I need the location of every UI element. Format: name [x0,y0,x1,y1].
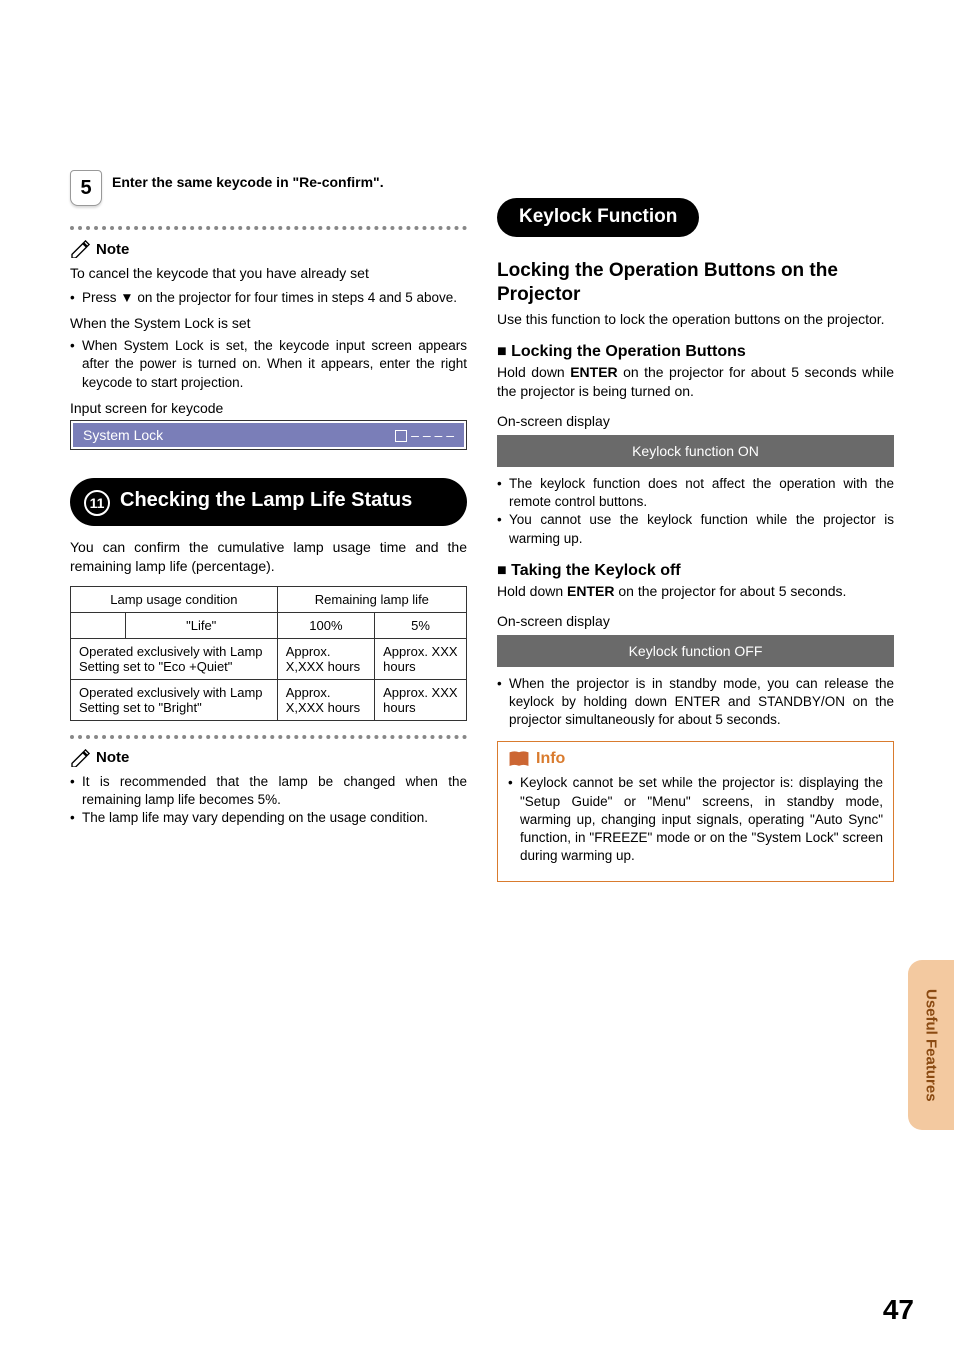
lamp-section-title: Checking the Lamp Life Status [120,488,412,512]
locking-ops-heading: Locking the Operation Buttons [497,343,894,361]
table-row: Operated exclusively with Lamp Setting s… [71,679,467,720]
list-item: When System Lock is set, the keycode inp… [70,337,467,392]
note-header-2: Note [70,749,467,767]
th-5: 5% [375,612,467,638]
step-number-badge: 5 [70,170,102,206]
td-100: Approx. X,XXX hours [277,679,374,720]
side-tab-useful-features: Useful Features [908,960,954,1130]
td-5: Approx. XXX hours [375,638,467,679]
th-usage: Lamp usage condition [71,586,278,612]
divider [70,735,467,739]
keylock-title: Keylock Function [519,206,677,227]
right-column: Keylock Function Locking the Operation B… [497,170,894,882]
note-label: Note [96,749,129,766]
left-column: 5 Enter the same keycode in "Re-confirm"… [70,170,467,882]
osd-label-2: On-screen display [497,613,894,629]
step-5: 5 Enter the same keycode in "Re-confirm"… [70,170,467,206]
th-remaining: Remaining lamp life [277,586,466,612]
osd-label-1: On-screen display [497,413,894,429]
lamp-life-table: Lamp usage condition Remaining lamp life… [70,586,467,721]
td-100: Approx. X,XXX hours [277,638,374,679]
info-label: Info [536,750,565,768]
td-5: Approx. XXX hours [375,679,467,720]
book-icon [508,750,530,768]
osd-keylock-on: Keylock function ON [497,435,894,467]
list-item: It is recommended that the lamp be chang… [70,773,467,809]
lamp-intro: You can confirm the cumulative lamp usag… [70,538,467,576]
note2-bullets: It is recommended that the lamp be chang… [70,773,467,828]
locking-intro: Use this function to lock the operation … [497,310,894,329]
note1-bullets-2: When System Lock is set, the keycode inp… [70,337,467,392]
list-item: The keylock function does not affect the… [497,475,894,511]
info-box: Info Keylock cannot be set while the pro… [497,741,894,882]
keylock-section-header: Keylock Function [497,198,699,237]
th-100: 100% [277,612,374,638]
keycode-input-label: Input screen for keycode [70,400,467,416]
pencil-icon [70,240,92,258]
table-row: Operated exclusively with Lamp Setting s… [71,638,467,679]
locking-subheading: Locking the Operation Buttons on the Pro… [497,259,894,307]
lamp-section-header: 11 Checking the Lamp Life Status [70,478,467,526]
td-cond: Operated exclusively with Lamp Setting s… [71,679,278,720]
list-item: You cannot use the keylock function whil… [497,511,894,547]
page-number: 47 [883,1294,914,1326]
pencil-icon [70,749,92,767]
circled-number-icon: 11 [84,490,110,516]
note1-bullets-1: Press ▼ on the projector for four times … [70,289,467,307]
th-life: "Life" [125,612,277,638]
list-item: Press ▼ on the projector for four times … [70,289,467,307]
keycode-dashes: – – – – [395,427,454,443]
standby-bullets: When the projector is in standby mode, y… [497,675,894,730]
keycode-box: System Lock – – – – [70,420,467,450]
lock-bullets: The keylock function does not affect the… [497,475,894,548]
keylock-off-heading: Taking the Keylock off [497,562,894,580]
note-header-1: Note [70,240,467,258]
step-text: Enter the same keycode in "Re-confirm". [112,170,384,190]
divider [70,226,467,230]
note1-intro: To cancel the keycode that you have alre… [70,264,467,283]
td-cond: Operated exclusively with Lamp Setting s… [71,638,278,679]
lock-text: Hold down ENTER on the projector for abo… [497,363,894,401]
note-label: Note [96,241,129,258]
off-text: Hold down ENTER on the projector for abo… [497,582,894,601]
list-item: The lamp life may vary depending on the … [70,809,467,827]
system-lock-label: System Lock [83,427,163,443]
osd-keylock-off: Keylock function OFF [497,635,894,667]
system-lock-set-label: When the System Lock is set [70,315,467,331]
info-bullets: Keylock cannot be set while the projecto… [508,774,883,865]
list-item: When the projector is in standby mode, y… [497,675,894,730]
list-item: Keylock cannot be set while the projecto… [508,774,883,865]
